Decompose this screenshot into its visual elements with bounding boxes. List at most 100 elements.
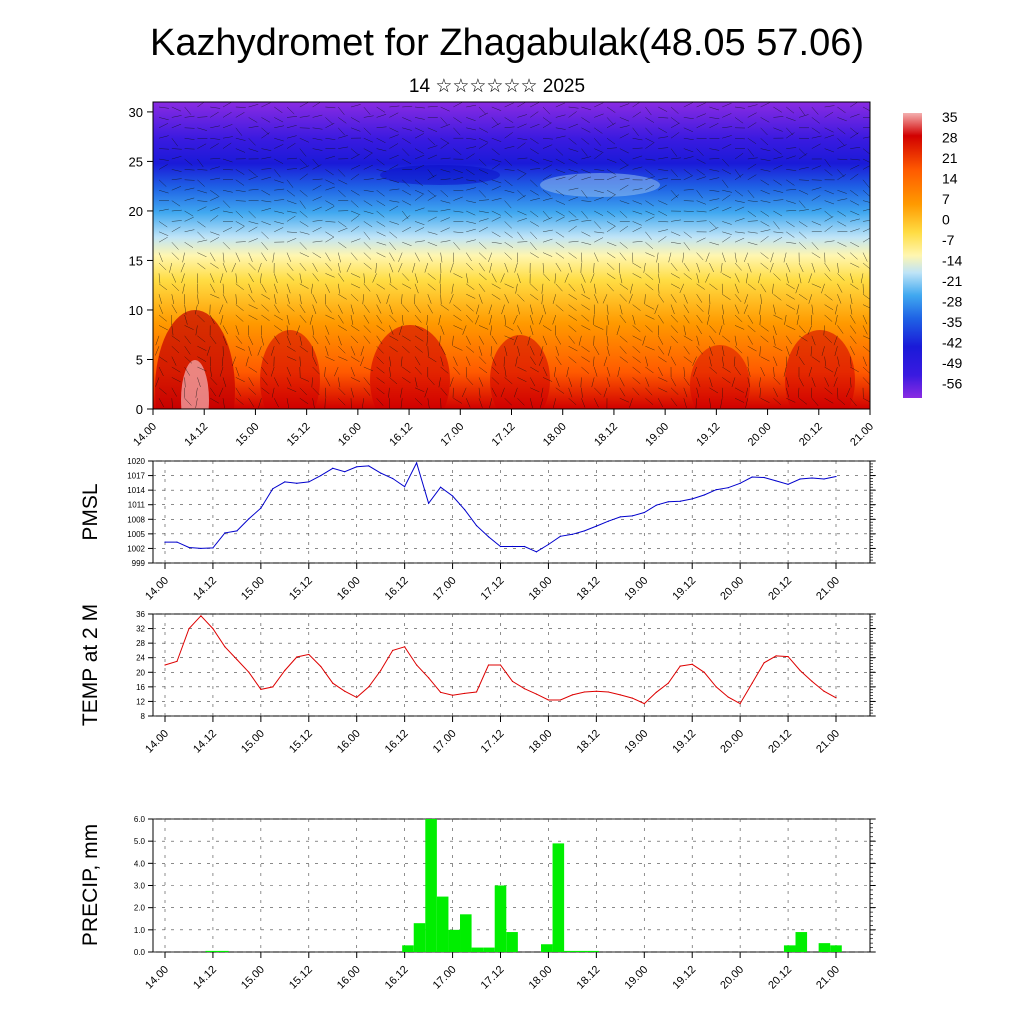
wind-vector — [747, 262, 752, 273]
wind-vector — [657, 366, 663, 377]
wind-vector — [657, 335, 664, 345]
data-point — [691, 663, 693, 665]
wind-vector — [401, 294, 403, 305]
wind-vector — [850, 127, 859, 135]
wind-vector — [222, 112, 232, 118]
wind-vector — [824, 294, 833, 301]
wind-vector — [824, 387, 833, 395]
data-point — [787, 483, 789, 485]
wind-vector — [594, 138, 602, 146]
wind-vector — [427, 127, 438, 132]
heatmap-warm-core — [155, 310, 235, 409]
wind-vector — [683, 346, 690, 355]
wind-vector — [286, 157, 297, 160]
wind-vector — [261, 293, 271, 300]
wind-vector — [478, 283, 486, 292]
wind-vector — [184, 169, 195, 171]
x-tick-label: 17.00 — [431, 728, 459, 756]
wind-vector — [747, 190, 755, 199]
wind-vector — [273, 304, 280, 314]
precip-bar — [564, 950, 576, 952]
wind-vector — [606, 304, 609, 315]
wind-vector — [517, 231, 524, 240]
wind-vector — [555, 176, 566, 181]
wind-vector — [862, 165, 870, 170]
wind-vector — [760, 397, 770, 403]
y-tick-label: 3.0 — [134, 882, 146, 891]
wind-vector — [312, 356, 317, 366]
wind-vector — [210, 177, 221, 181]
wind-vector — [542, 325, 552, 331]
precip-chart: PRECIP, mm 14.00 14.12 15.00 15.12 16.00 16.1… — [79, 815, 876, 992]
heatmap-x-tick-label: 19.00 — [643, 421, 671, 449]
wind-vector — [786, 231, 795, 238]
wind-vector — [657, 408, 659, 409]
data-point — [787, 656, 789, 658]
wind-vector — [824, 377, 830, 387]
wind-vector — [180, 262, 185, 273]
heatmap-x-tick-label: 16.12 — [387, 421, 415, 449]
wind-vector — [722, 221, 732, 225]
wind-vector — [389, 200, 400, 203]
wind-vector — [798, 209, 809, 212]
wind-vector — [427, 356, 437, 363]
wind-vector — [427, 231, 438, 235]
wind-vector — [658, 169, 669, 171]
data-point — [236, 658, 238, 661]
wind-vector — [798, 325, 806, 334]
wind-vector — [440, 325, 445, 335]
wind-vector — [488, 304, 493, 315]
wind-vector — [235, 335, 243, 344]
wind-vector — [273, 283, 278, 294]
wind-vector — [734, 137, 745, 140]
wind-vector — [440, 304, 449, 311]
wind-vector — [773, 398, 782, 406]
wind-vector — [504, 231, 513, 238]
wind-vector — [427, 252, 433, 262]
wind-vector — [286, 356, 297, 361]
wind-vector — [504, 335, 514, 340]
wind-vector — [811, 335, 816, 346]
wind-vector — [350, 215, 360, 222]
wind-vector — [478, 294, 483, 304]
wind-vector — [542, 252, 553, 257]
wind-vector — [747, 122, 757, 129]
wind-vector — [299, 314, 307, 323]
wind-vector — [325, 137, 336, 140]
wind-vector — [773, 164, 783, 170]
wind-vector — [568, 111, 577, 118]
wind-vector — [658, 136, 669, 139]
wind-vector — [811, 356, 821, 363]
wind-vector — [325, 262, 333, 271]
x-tick-label: 14.12 — [191, 964, 219, 992]
wind-vector — [363, 387, 371, 396]
wind-vector — [346, 262, 352, 273]
wind-vector — [171, 242, 179, 250]
wind-vector — [581, 190, 588, 199]
wind-vector — [632, 262, 642, 269]
data-point — [260, 688, 262, 691]
wind-vector — [606, 252, 616, 259]
wind-vector — [466, 239, 476, 243]
wind-vector — [529, 408, 531, 409]
wind-vector — [453, 304, 462, 312]
data-point — [511, 545, 514, 548]
wind-vector — [325, 169, 334, 176]
wind-vector — [350, 294, 359, 302]
wind-vector — [696, 294, 703, 303]
wind-vector — [337, 283, 341, 294]
figure-subtitle: 14 ☆☆☆☆☆☆ 2025 — [409, 76, 585, 97]
wind-vector — [325, 117, 333, 125]
wind-vector — [389, 366, 391, 377]
data-point — [775, 480, 777, 482]
wind-vector — [171, 366, 181, 373]
y-tick-label: 32 — [136, 625, 145, 634]
wind-vector — [619, 242, 628, 249]
wind-vector — [619, 117, 630, 122]
wind-vector — [235, 106, 246, 108]
wind-vector — [274, 199, 285, 201]
data-point — [200, 615, 202, 617]
wind-vector — [338, 227, 348, 233]
wind-vector — [772, 283, 774, 294]
wind-vector — [158, 148, 169, 150]
